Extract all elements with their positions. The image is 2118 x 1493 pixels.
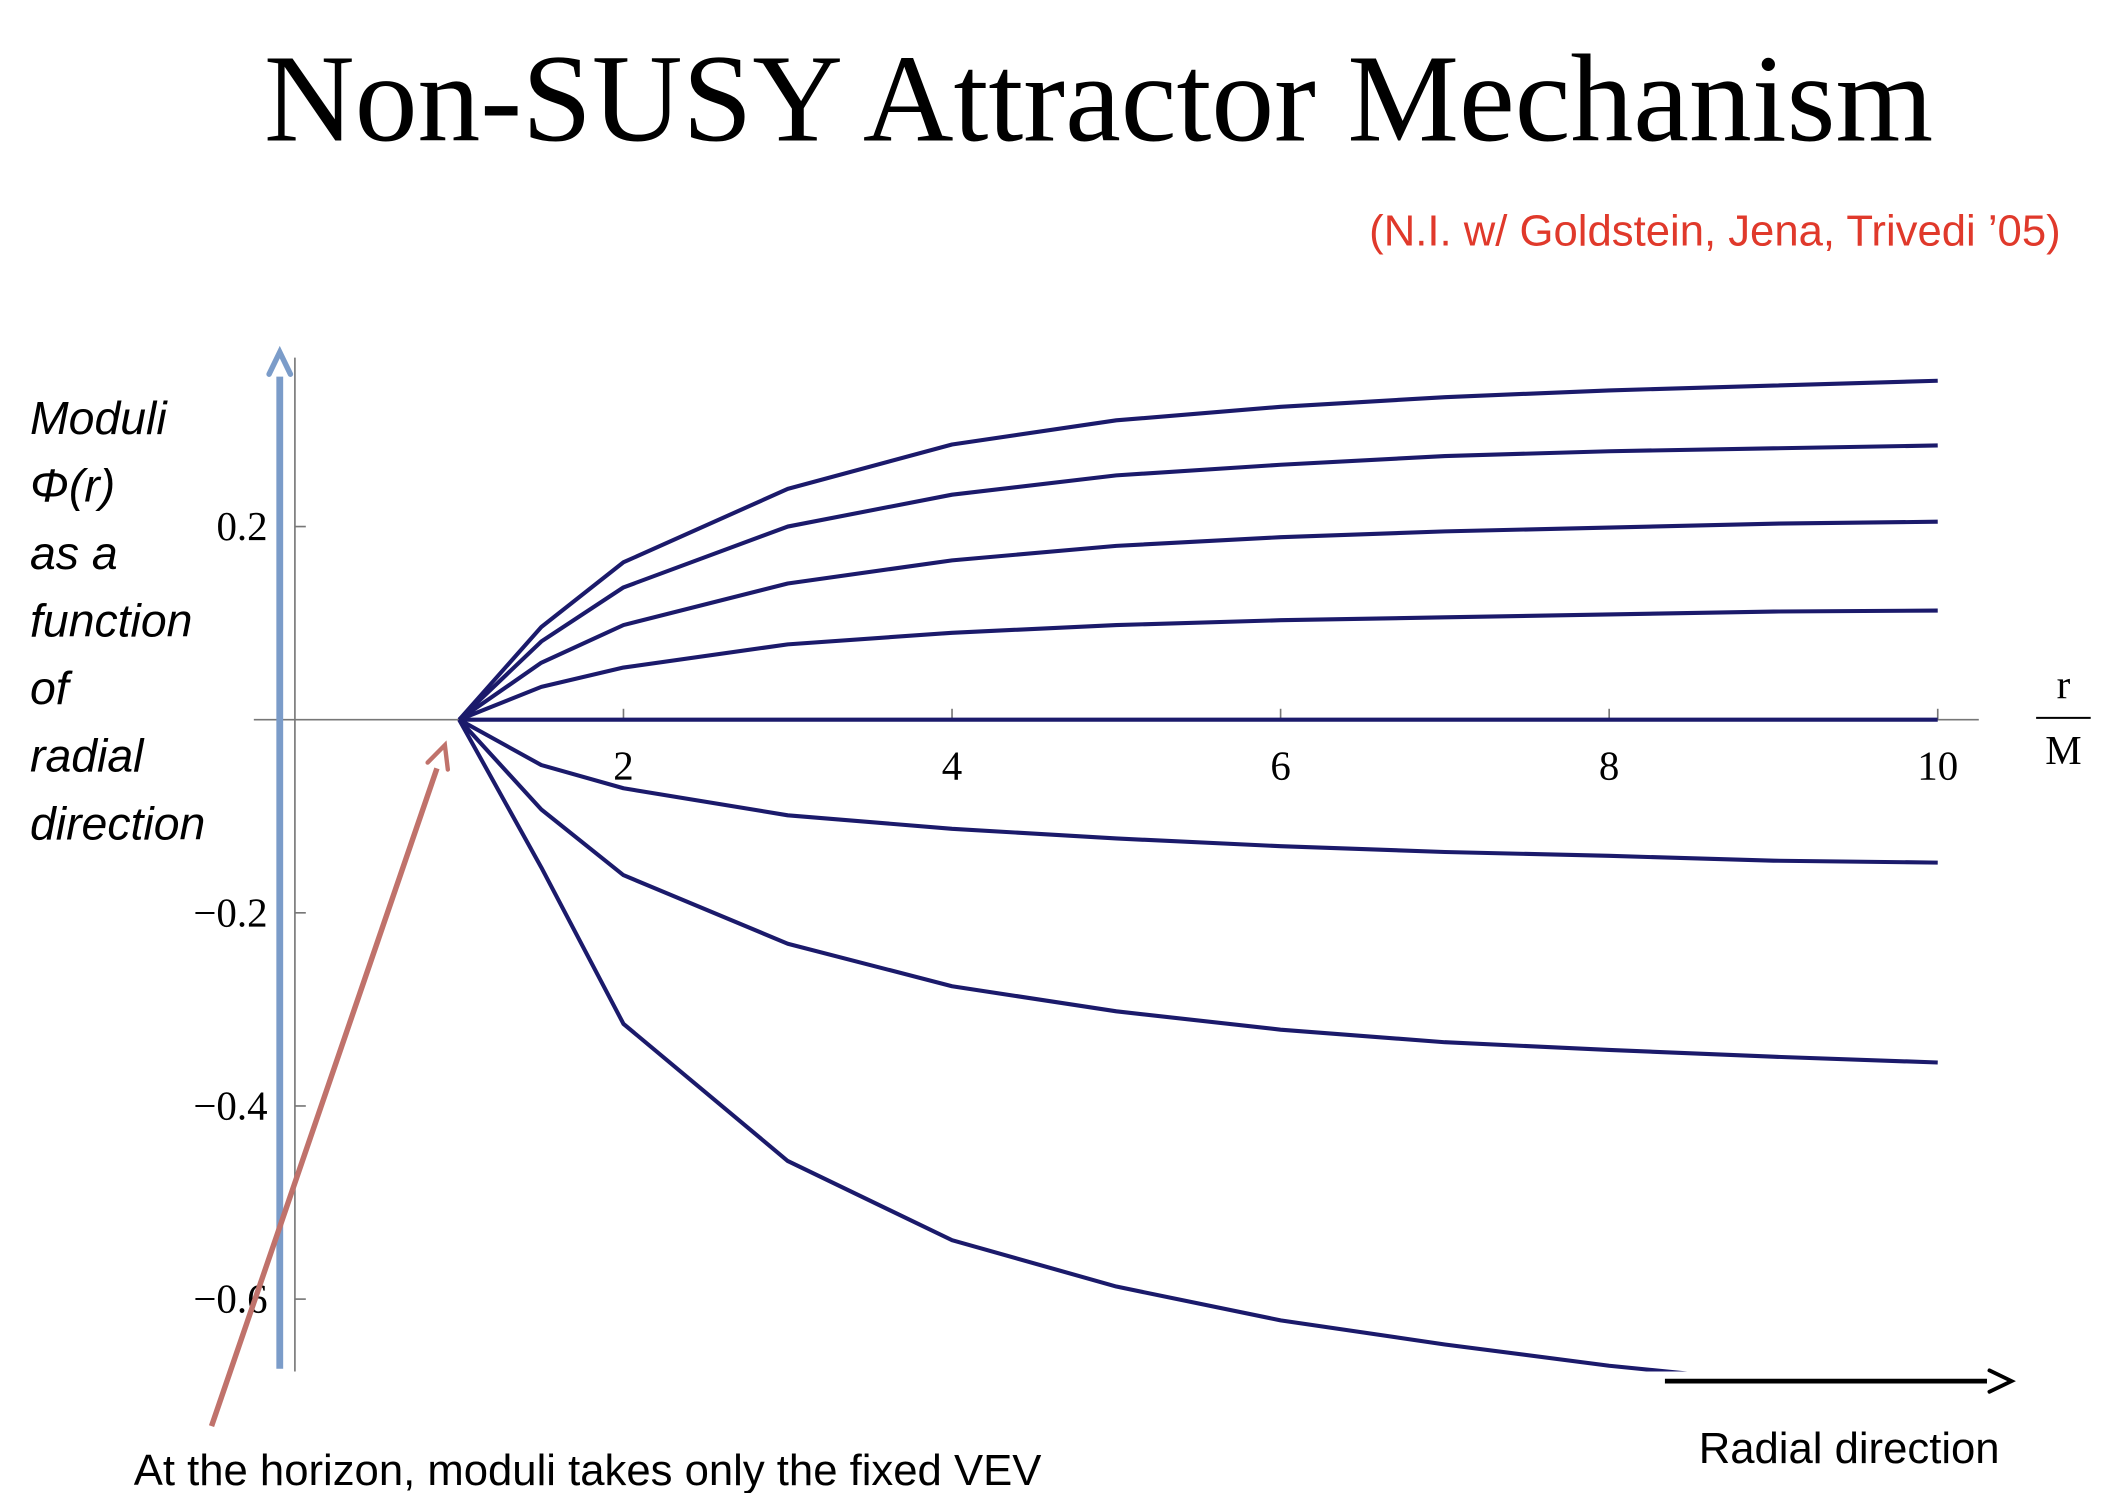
y-tick-label: −0.2 — [193, 890, 267, 935]
x-tick-label: 2 — [613, 744, 633, 789]
curves — [457, 378, 1938, 1372]
x-label-numerator: r — [2057, 663, 2071, 708]
horizon-arrow-head — [425, 740, 451, 772]
x-label-denominator: M — [2045, 728, 2081, 773]
y-axis-label: Moduli Φ(r) as a function of radial direction — [30, 392, 205, 849]
x-tick-label: 8 — [1599, 744, 1619, 789]
y-tick-label: 0.2 — [216, 504, 267, 549]
y-label-line: Moduli — [30, 392, 168, 444]
horizon-note: At the horizon, moduli takes only the fi… — [134, 1446, 1042, 1493]
series-line — [458, 608, 1938, 722]
series-line — [457, 718, 1688, 1372]
x-tick-label: 10 — [1917, 744, 1958, 789]
series-line — [457, 718, 1938, 1065]
y-label-line: radial — [30, 730, 145, 782]
series-line — [457, 443, 1938, 722]
y-label-line: Φ(r) — [30, 460, 115, 512]
y-label-line: function — [30, 595, 192, 647]
x-tick-label: 4 — [942, 744, 962, 789]
series-line — [458, 717, 1938, 865]
y-tick-label: −0.4 — [193, 1084, 267, 1129]
y-arrow-head — [266, 345, 294, 377]
radial-note: Radial direction — [1699, 1424, 2000, 1473]
y-label-line: as a — [30, 527, 118, 579]
y-label-line: direction — [30, 797, 205, 849]
horizon-arrow — [208, 767, 440, 1428]
radial-arrow-head — [1987, 1368, 2016, 1394]
arrows — [208, 345, 2016, 1428]
slide-title: Non-SUSY Attractor Mechanism — [264, 30, 1933, 169]
citation: (N.I. w/ Goldstein, Jena, Trivedi ’05) — [1369, 207, 2061, 256]
y-label-line: of — [30, 662, 73, 714]
series-line — [458, 519, 1938, 722]
axes: 2 4 6 8 100.2−0.2−0.4−0.6 — [193, 357, 1979, 1372]
x-tick-label: 6 — [1270, 744, 1290, 789]
series-line — [457, 378, 1938, 722]
